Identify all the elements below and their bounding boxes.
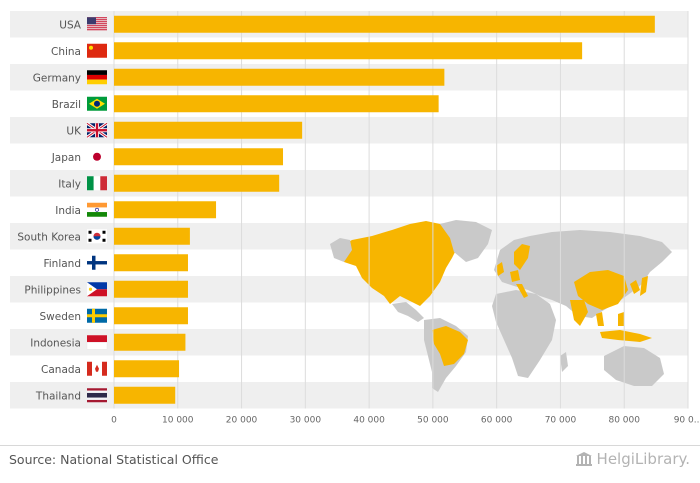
map-north-america xyxy=(338,221,458,306)
source-text: Source: National Statistical Office xyxy=(9,452,219,467)
map-australia xyxy=(604,346,664,386)
bar[interactable] xyxy=(114,42,583,60)
bar[interactable] xyxy=(114,254,188,272)
it-flag-icon xyxy=(87,176,107,191)
x-tick-label: 20 000 xyxy=(226,416,258,426)
bar[interactable] xyxy=(114,15,655,33)
x-tick-label: 0 xyxy=(111,416,117,426)
map-greenland xyxy=(440,220,492,262)
map-india xyxy=(570,300,588,326)
x-axis-ticks: 0 10 000 20 000 30 000 40 000 50 000 60 000 70 … xyxy=(111,416,700,426)
fi-flag-icon xyxy=(87,255,107,270)
map-china xyxy=(574,270,628,310)
row-band xyxy=(10,170,688,197)
category-label: South Korea xyxy=(17,231,81,243)
uk-flag-icon xyxy=(86,122,108,139)
category-label: Finland xyxy=(43,258,81,270)
map-korea-japan xyxy=(630,276,648,296)
cn-flag-icon xyxy=(87,43,107,58)
bar[interactable] xyxy=(114,227,190,245)
row-band xyxy=(10,117,688,144)
map-mexico xyxy=(392,302,424,322)
bar[interactable] xyxy=(114,333,186,351)
bars xyxy=(114,15,655,404)
category-label: India xyxy=(55,205,81,217)
bar[interactable] xyxy=(114,201,217,219)
map-alaska xyxy=(330,238,352,262)
x-tick-label: 40 000 xyxy=(353,416,385,426)
x-tick-label: 70 000 xyxy=(545,416,577,426)
bar-chart: USA China Germany Brazil UK Japan Italy India So… xyxy=(10,11,700,426)
library-building-icon xyxy=(575,452,592,466)
us-flag-icon xyxy=(87,17,107,31)
bar[interactable] xyxy=(114,148,284,166)
x-tick-label: 10 000 xyxy=(162,416,194,426)
bar[interactable] xyxy=(114,386,176,404)
row-band xyxy=(10,382,688,409)
category-label: Philippines xyxy=(24,284,81,296)
bar[interactable] xyxy=(114,174,280,192)
bar[interactable] xyxy=(114,68,445,86)
map-germany xyxy=(510,270,520,282)
category-label: Germany xyxy=(33,72,81,84)
category-label: Indonesia xyxy=(30,337,81,349)
x-tick-label: 80 000 xyxy=(608,416,640,426)
map-madagascar xyxy=(560,352,568,372)
kr-flag-icon xyxy=(87,229,107,244)
x-tick-label: 90 0... xyxy=(674,416,700,426)
category-labels: USA China Germany Brazil UK Japan Italy India So… xyxy=(17,19,82,402)
category-label: Sweden xyxy=(40,311,82,323)
x-tick-label: 60 000 xyxy=(481,416,513,426)
category-label: Japan xyxy=(51,152,81,164)
category-label: UK xyxy=(66,125,82,137)
bar[interactable] xyxy=(114,360,180,378)
de-flag-icon xyxy=(87,70,107,85)
bar[interactable] xyxy=(114,121,303,139)
map-scandinavia xyxy=(514,244,530,270)
in-flag-icon xyxy=(87,202,107,217)
category-label: USA xyxy=(59,19,82,31)
category-label: Thailand xyxy=(35,390,81,402)
map-africa xyxy=(492,290,556,378)
bar[interactable] xyxy=(114,280,188,298)
row-band xyxy=(10,329,688,356)
category-label: Italy xyxy=(58,178,81,190)
map-brazil xyxy=(432,326,468,366)
footer-divider xyxy=(0,445,700,446)
map-southeast-asia xyxy=(596,312,652,342)
ca-flag-icon xyxy=(87,361,107,376)
world-map xyxy=(330,220,672,392)
ph-flag-icon xyxy=(87,282,107,297)
x-tick-label: 30 000 xyxy=(290,416,322,426)
se-flag-icon xyxy=(87,308,107,323)
map-italy xyxy=(516,284,528,298)
map-uk xyxy=(496,262,504,276)
flags xyxy=(86,17,108,403)
id-flag-icon xyxy=(86,335,108,350)
helgi-library-logo[interactable]: HelgiLibrary. xyxy=(575,450,690,468)
category-label: China xyxy=(51,46,81,58)
jp-flag-icon xyxy=(87,149,107,164)
category-label: Brazil xyxy=(52,99,81,111)
bar[interactable] xyxy=(114,307,188,325)
logo-text: HelgiLibrary. xyxy=(596,450,690,468)
x-tick-label: 50 000 xyxy=(417,416,449,426)
category-label: Canada xyxy=(41,364,81,376)
th-flag-icon xyxy=(87,388,107,403)
br-flag-icon xyxy=(87,96,107,111)
bar[interactable] xyxy=(114,95,439,113)
map-eurasia xyxy=(494,230,672,318)
